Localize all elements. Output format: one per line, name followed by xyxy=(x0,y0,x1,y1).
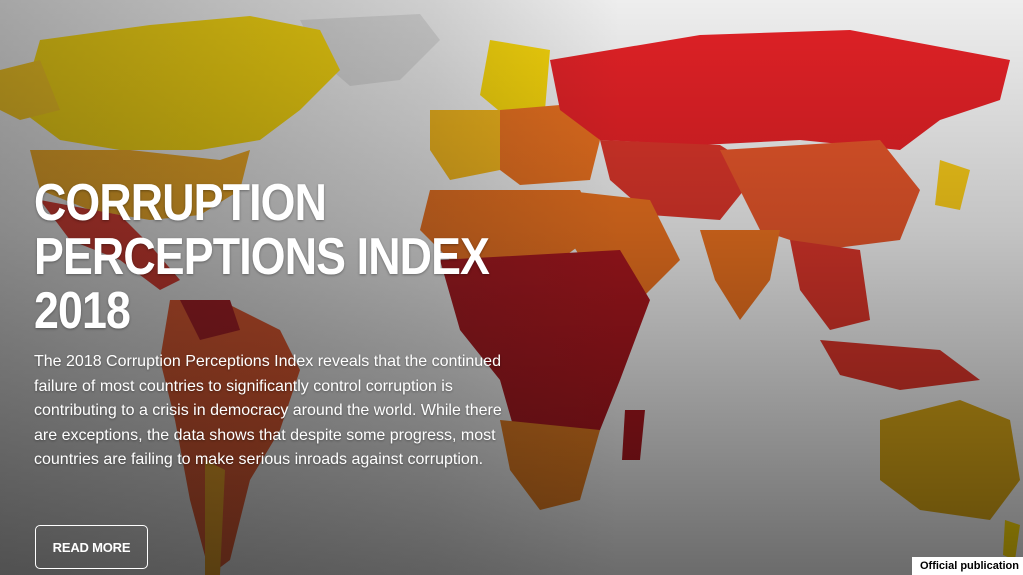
title-line-3: 2018 xyxy=(34,282,131,340)
official-publication-badge: Official publication xyxy=(911,557,1023,575)
title-line-1: CORRUPTION xyxy=(34,174,327,232)
hero-description: The 2018 Corruption Perceptions Index re… xyxy=(34,353,502,468)
page-title: CORRUPTION PERCEPTIONS INDEX 2018 xyxy=(34,174,490,340)
left-shade-overlay xyxy=(0,0,620,575)
title-line-2: PERCEPTIONS INDEX xyxy=(34,228,490,286)
read-more-button[interactable]: READ MORE xyxy=(35,525,148,569)
